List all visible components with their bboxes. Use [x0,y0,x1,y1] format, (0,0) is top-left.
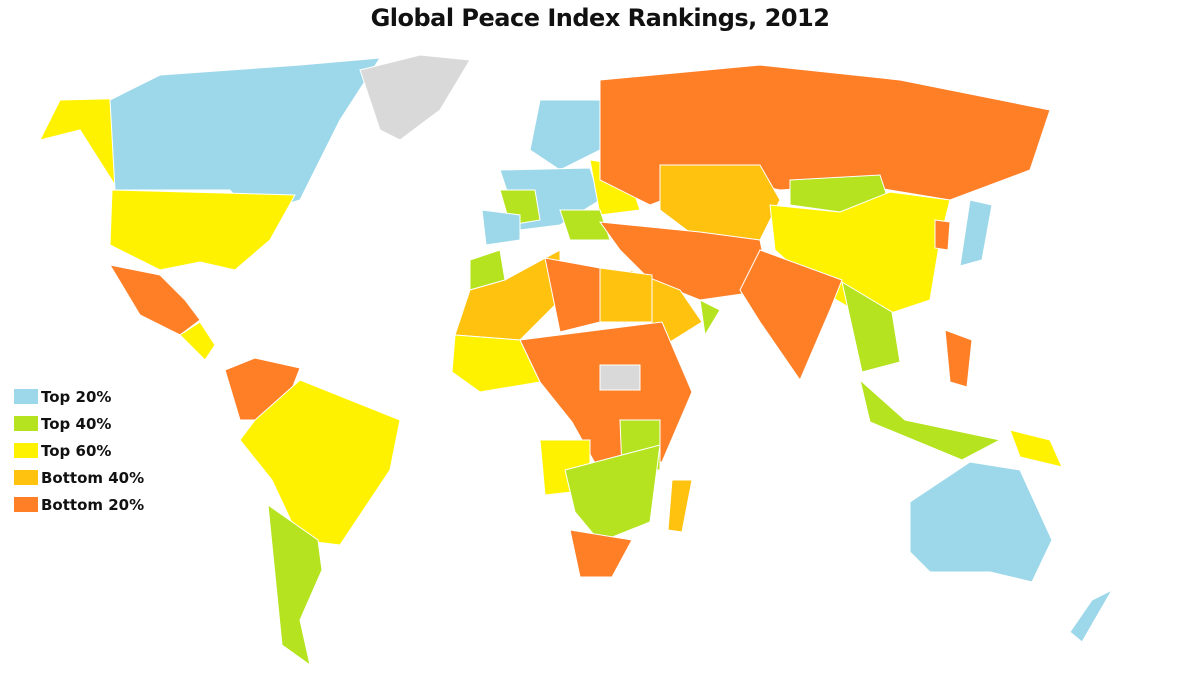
legend-label: Top 20% [41,387,112,406]
country-se-asia [841,280,901,373]
country-central-asia [659,164,781,241]
country-spain [481,209,521,246]
legend: Top 20% Top 40% Top 60% Bottom 40% Bottom 20… [14,383,144,518]
legend-swatch [14,389,38,404]
country-south-africa [569,529,633,578]
legend-swatch [14,497,38,512]
legend-item: Bottom 20% [14,491,144,518]
country-madagascar [667,479,693,533]
country-philippines [944,329,973,388]
country-japan [959,199,993,267]
legend-label: Bottom 40% [41,468,145,487]
country-australia [909,461,1053,583]
country-balkans [559,209,611,241]
country-new-zealand [1069,588,1114,643]
map-title: Global Peace Index Rankings, 2012 [370,4,830,32]
country-argentina-chile [267,503,323,667]
country-canada [109,57,381,216]
country-south-sudan [599,364,641,391]
country-png [1009,429,1063,468]
country-brazil-region [239,379,401,546]
country-oman [699,299,721,337]
legend-item: Top 60% [14,437,144,464]
legend-item: Bottom 40% [14,464,144,491]
legend-swatch [14,416,38,431]
country-korea [934,219,951,251]
legend-label: Top 40% [41,414,112,433]
country-egypt [599,267,653,323]
country-usa [109,189,296,271]
legend-swatch [14,470,38,485]
legend-label: Top 60% [41,441,112,460]
country-india [739,249,843,382]
legend-item: Top 20% [14,383,144,410]
country-southern-africa [564,444,661,543]
legend-item: Top 40% [14,410,144,437]
country-greenland [359,54,471,141]
country-scandinavia [529,99,601,171]
country-west-africa [451,334,541,393]
legend-label: Bottom 20% [41,495,145,514]
country-middle-east [598,221,771,301]
country-indonesia [859,378,1002,461]
country-mexico [108,264,201,336]
country-libya [544,257,601,333]
country-central-america [179,321,216,361]
legend-swatch [14,443,38,458]
